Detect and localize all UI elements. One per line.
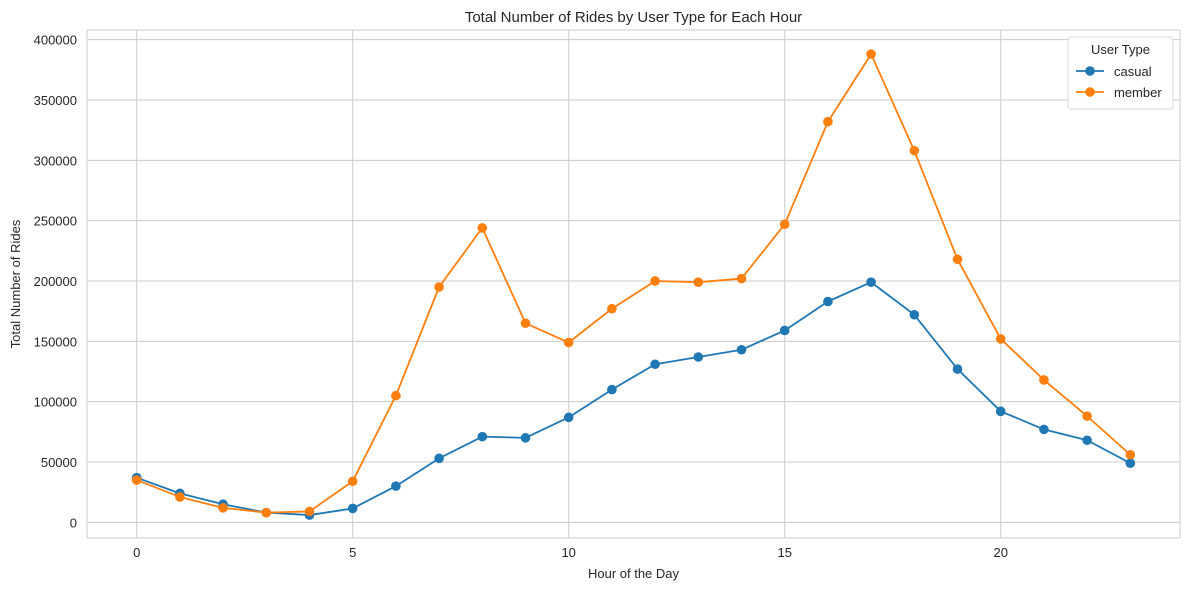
casual-point bbox=[520, 433, 531, 443]
casual-point bbox=[347, 503, 358, 514]
member-point bbox=[736, 273, 747, 284]
y-tick-label: 400000 bbox=[34, 33, 77, 48]
casual-point bbox=[563, 412, 574, 423]
member-point bbox=[779, 219, 790, 230]
series-lines bbox=[131, 49, 1136, 520]
y-axis-title: Total Number of Rides bbox=[8, 219, 23, 348]
member-point bbox=[477, 223, 488, 233]
legend-item-casual: casual bbox=[1076, 64, 1152, 79]
casual-point bbox=[1039, 424, 1049, 435]
casual-point bbox=[434, 453, 444, 464]
member-point bbox=[261, 507, 272, 518]
member-point bbox=[866, 49, 876, 59]
x-tick-label: 15 bbox=[777, 545, 791, 560]
legend-title: User Type bbox=[1091, 42, 1150, 57]
grid-lines bbox=[87, 30, 1180, 538]
y-tick-label: 200000 bbox=[34, 274, 77, 289]
member-point bbox=[823, 116, 833, 127]
legend: User Type casual member bbox=[1067, 36, 1174, 110]
casual-point bbox=[477, 431, 488, 442]
y-tick-label: 350000 bbox=[34, 93, 77, 108]
member-point bbox=[304, 506, 315, 517]
legend-label: casual bbox=[1114, 64, 1152, 79]
member-point bbox=[1082, 411, 1092, 421]
y-tick-label: 300000 bbox=[34, 153, 77, 168]
member-point bbox=[909, 145, 920, 156]
member-point bbox=[218, 503, 228, 513]
member-point bbox=[607, 303, 617, 314]
member-point bbox=[391, 390, 401, 401]
member-point bbox=[434, 282, 444, 292]
casual-point bbox=[391, 481, 401, 491]
legend-swatch-marker bbox=[1085, 87, 1095, 97]
legend-item-member: member bbox=[1076, 85, 1162, 100]
y-tick-label: 50000 bbox=[41, 455, 77, 470]
member-point bbox=[693, 277, 704, 287]
member-point bbox=[131, 475, 142, 485]
x-axis-title: Hour of the Day bbox=[588, 566, 680, 581]
chart-title: Total Number of Rides by User Type for E… bbox=[465, 9, 802, 26]
casual-point bbox=[952, 364, 963, 374]
axis-ticks: 0 5 10 15 20 0 50000 100000 150000 200000 250000 30… bbox=[34, 33, 1008, 560]
member-line bbox=[136, 53, 1131, 514]
member-point bbox=[1125, 449, 1136, 460]
casual-point bbox=[607, 384, 617, 395]
member-point bbox=[175, 492, 185, 502]
member-point bbox=[1039, 375, 1049, 385]
casual-line bbox=[136, 281, 1131, 516]
x-tick-label: 0 bbox=[133, 545, 140, 560]
member-point bbox=[650, 276, 660, 286]
y-tick-label: 0 bbox=[70, 515, 77, 530]
casual-point bbox=[995, 406, 1006, 417]
casual-point bbox=[1125, 458, 1136, 468]
member-point bbox=[563, 337, 574, 348]
casual-point bbox=[909, 309, 920, 320]
casual-point bbox=[650, 359, 660, 370]
series-casual bbox=[131, 277, 1136, 520]
series-member bbox=[131, 49, 1136, 518]
y-tick-label: 100000 bbox=[34, 395, 77, 410]
plot-area-frame bbox=[86, 29, 1181, 539]
casual-point bbox=[1082, 435, 1092, 446]
casual-point bbox=[736, 344, 747, 355]
member-point bbox=[347, 476, 358, 487]
casual-point bbox=[866, 277, 876, 287]
x-tick-label: 20 bbox=[993, 545, 1007, 560]
y-tick-label: 250000 bbox=[34, 214, 77, 229]
legend-swatch-marker bbox=[1085, 66, 1095, 76]
legend-items: casual member bbox=[1076, 64, 1162, 100]
casual-point bbox=[693, 352, 704, 362]
legend-label: member bbox=[1114, 85, 1162, 100]
casual-point bbox=[823, 296, 833, 307]
x-tick-label: 5 bbox=[349, 545, 356, 560]
y-tick-label: 150000 bbox=[34, 334, 77, 349]
x-tick-label: 10 bbox=[561, 545, 575, 560]
member-point bbox=[995, 334, 1006, 344]
member-point bbox=[952, 254, 963, 265]
member-point bbox=[520, 318, 531, 329]
casual-point bbox=[779, 325, 790, 336]
